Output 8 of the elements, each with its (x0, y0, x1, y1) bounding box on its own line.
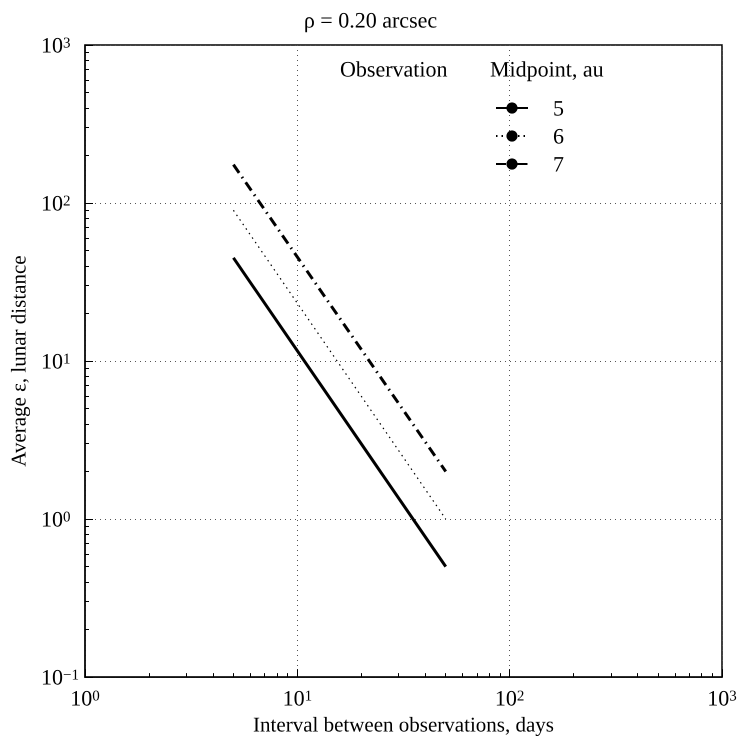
x-axis-title: Interval between observations, days (253, 712, 554, 736)
annotation: Midpoint, au (490, 56, 604, 82)
legend-title: Observation (340, 56, 448, 82)
legend-label: 7 (553, 152, 564, 176)
legend-label: 6 (553, 124, 564, 148)
chart-title: ρ = 0.20 arcsec (304, 8, 438, 32)
legend-label: 5 (553, 96, 564, 120)
y-axis-title: Average ε, lunar distance (6, 255, 30, 467)
